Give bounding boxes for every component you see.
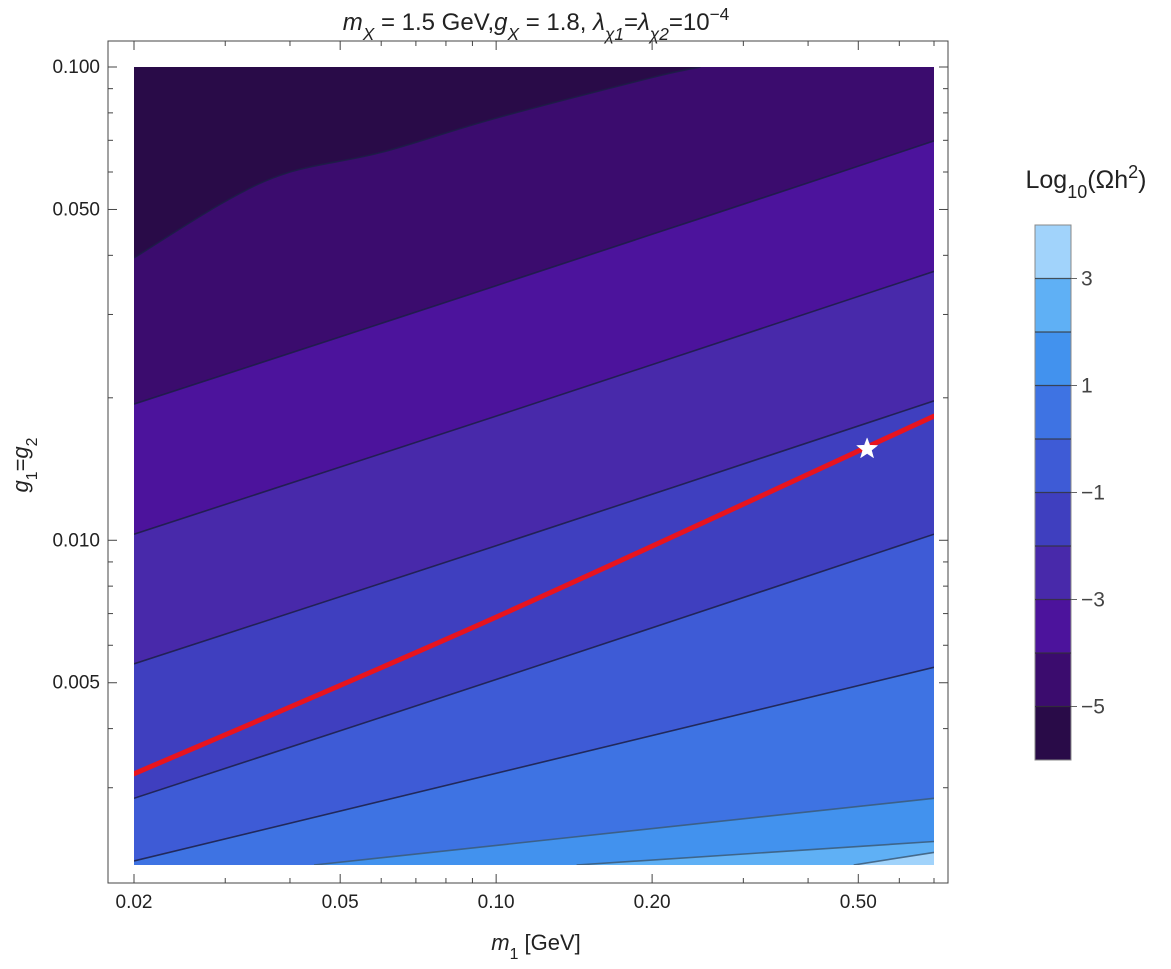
colorbar-tick-label: −3 — [1081, 589, 1105, 612]
colorbar-band — [1035, 706, 1071, 760]
x-tick-label: 0.02 — [116, 892, 153, 913]
colorbar-tick-label: 3 — [1081, 268, 1093, 291]
contour-line-level-1 — [313, 797, 934, 865]
band-above-level-0 — [134, 667, 934, 865]
contour-line-level--5 — [134, 67, 701, 259]
x-axis-label: m1 [GeV] — [491, 930, 581, 963]
contour-line-level-0 — [134, 666, 934, 862]
colorbar-band — [1035, 385, 1071, 439]
plot-frame — [107, 40, 949, 884]
benchmark-star-layer — [856, 437, 879, 459]
colorbar-tick-label: −1 — [1081, 482, 1105, 505]
contour-line-level--3 — [134, 270, 934, 535]
colorbar-band — [1035, 225, 1071, 279]
x-axis-ticks: 0.02 0.05 0.10 0.20 0.50 — [116, 41, 935, 913]
contour-line-level-2 — [576, 840, 934, 865]
colorbar-band — [1035, 332, 1071, 386]
relic-density-curve — [134, 413, 934, 777]
y-axis-ticks: 0.100 0.050 0.010 0.005 — [52, 57, 948, 789]
contour-bands — [134, 67, 934, 865]
x-tick-label: 0.20 — [634, 892, 671, 913]
contour-lines — [134, 67, 934, 865]
x-tick-label: 0.50 — [840, 892, 877, 913]
y-axis-label: g1=g2 — [8, 438, 41, 493]
colorbar-band — [1035, 278, 1071, 332]
colorbar-band — [1035, 439, 1071, 493]
band-above-level-1 — [134, 798, 934, 865]
x-tick-label: 0.10 — [478, 892, 515, 913]
chart-title: mX = 1.5 GeV,gX = 1.8, λχ1=λχ2=10−4 — [343, 4, 730, 44]
colorbar-band — [1035, 653, 1071, 707]
y-tick-label: 0.050 — [52, 199, 100, 220]
colorbar-tick-label: −5 — [1081, 696, 1105, 719]
x-tick-label: 0.05 — [322, 892, 359, 913]
contour-line-level--2 — [134, 400, 934, 665]
relic-density-curve-layer — [134, 413, 934, 777]
y-tick-label: 0.005 — [52, 673, 100, 694]
y-tick-label: 0.010 — [52, 530, 100, 551]
colorbar-title: Log10(Ωh2) — [1025, 162, 1146, 202]
colorbar-band — [1035, 599, 1071, 653]
colorbar-band — [1035, 546, 1071, 600]
benchmark-star-marker — [856, 437, 879, 459]
band-above-level-2 — [134, 841, 934, 865]
contour-line-level-3 — [853, 851, 934, 865]
contour-line-level--1 — [134, 533, 934, 800]
contour-line-level--4 — [134, 140, 934, 405]
colorbar-tick-label: 1 — [1081, 375, 1093, 398]
colorbar: 3 1 −1 −3 −5 — [1034, 224, 1105, 761]
colorbar-band — [1035, 492, 1071, 546]
y-tick-label: 0.100 — [52, 57, 100, 78]
